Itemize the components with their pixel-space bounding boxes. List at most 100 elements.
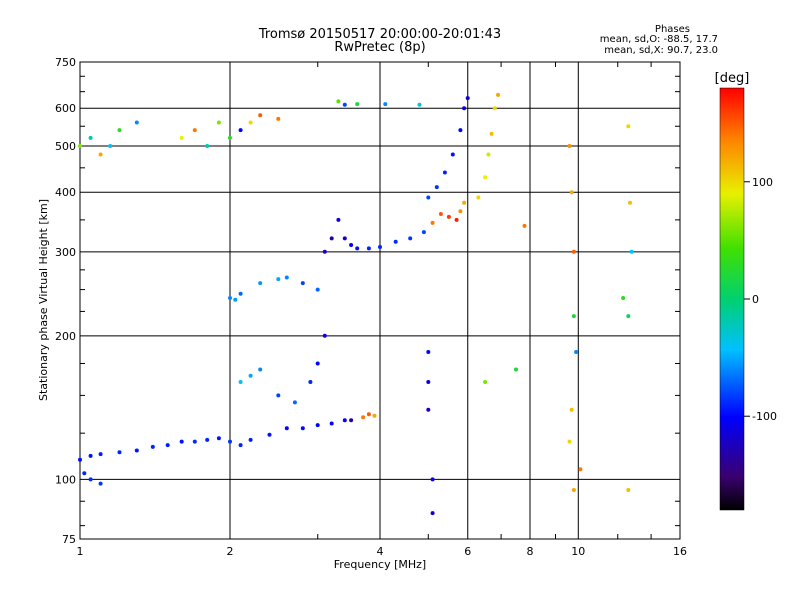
data-point <box>258 281 263 286</box>
data-point <box>248 120 253 125</box>
data-point <box>454 217 459 222</box>
chart-title: Tromsø 20150517 20:00:00-20:01:43 <box>258 27 502 42</box>
phase-stats-title: Phases <box>654 24 690 35</box>
data-point <box>626 314 631 319</box>
data-point <box>78 457 82 462</box>
data-point <box>421 230 426 235</box>
data-point <box>258 367 263 372</box>
data-point <box>629 249 634 254</box>
data-point <box>458 128 463 133</box>
data-point <box>117 128 122 133</box>
y-tick-label: 500 <box>55 140 76 153</box>
x-tick-label: 1 <box>77 545 84 558</box>
data-point <box>446 214 451 219</box>
data-point <box>205 144 210 148</box>
data-point <box>628 200 632 205</box>
data-point <box>150 444 155 449</box>
data-point <box>578 467 583 472</box>
data-point <box>179 439 184 444</box>
data-point <box>300 281 305 286</box>
data-point <box>98 152 103 157</box>
data-point <box>238 443 243 448</box>
data-point <box>228 296 232 300</box>
data-point <box>366 246 371 251</box>
data-point <box>483 175 488 180</box>
data-point <box>567 439 572 444</box>
data-point <box>238 128 243 133</box>
data-point <box>355 102 360 107</box>
data-point <box>315 361 320 366</box>
colorbar-tick-label: 100 <box>752 176 773 189</box>
data-point <box>417 102 422 107</box>
data-point <box>315 423 320 428</box>
data-point <box>228 439 232 444</box>
data-point <box>238 291 243 296</box>
data-point <box>88 453 93 458</box>
data-point <box>383 102 388 107</box>
data-point <box>342 418 347 423</box>
data-point <box>430 477 435 482</box>
y-tick-label: 300 <box>55 246 76 259</box>
data-point <box>276 393 281 398</box>
data-point <box>442 170 447 175</box>
data-point <box>372 413 377 418</box>
data-point <box>82 471 87 476</box>
data-point <box>476 195 481 200</box>
data-point <box>300 426 305 431</box>
data-point <box>571 314 576 319</box>
data-point <box>134 448 139 453</box>
data-point <box>248 437 253 442</box>
data-point <box>276 116 281 121</box>
data-point <box>179 135 184 140</box>
y-tick-label: 400 <box>55 186 76 199</box>
data-point <box>571 488 576 492</box>
data-point <box>78 144 82 148</box>
data-point <box>489 131 494 136</box>
data-point <box>88 477 93 482</box>
data-point <box>98 481 103 486</box>
colorbar-ticks: 100 0 -100 <box>744 176 777 423</box>
data-point <box>378 245 382 249</box>
data-point <box>434 185 439 190</box>
data-points <box>78 92 634 516</box>
data-point <box>426 350 431 354</box>
y-tick-label: 600 <box>55 102 76 115</box>
x-tick-label: 2 <box>227 545 234 558</box>
data-point <box>349 418 354 423</box>
data-point <box>450 152 455 157</box>
data-point <box>492 106 497 111</box>
data-point <box>426 380 431 384</box>
data-point <box>621 296 626 300</box>
data-point <box>292 400 297 405</box>
data-point <box>486 152 491 157</box>
data-point <box>108 144 113 148</box>
data-point <box>567 144 572 148</box>
data-point <box>284 426 289 431</box>
data-point <box>366 412 371 417</box>
colorbar <box>719 87 745 511</box>
data-point <box>258 113 263 118</box>
data-point <box>522 223 527 228</box>
data-point <box>438 212 443 216</box>
data-point <box>483 380 488 384</box>
data-point <box>267 432 272 437</box>
data-point <box>569 190 574 195</box>
data-point <box>393 239 398 244</box>
data-point <box>228 135 232 140</box>
y-axis: 750 600 500 400 300 200 100 75 <box>55 56 680 546</box>
chart-subtitle: RwPretec (8p) <box>334 40 426 55</box>
data-point <box>315 287 320 292</box>
data-point <box>308 380 313 384</box>
data-point <box>496 92 500 97</box>
data-point <box>458 209 463 214</box>
y-tick-label: 200 <box>55 330 76 343</box>
data-point <box>329 236 334 241</box>
y-tick-label: 75 <box>62 533 76 546</box>
x-tick-label: 8 <box>527 545 534 558</box>
x-tick-label: 10 <box>571 545 585 558</box>
data-point <box>626 488 631 492</box>
data-point <box>233 297 238 302</box>
data-point <box>322 249 327 254</box>
data-point <box>165 443 170 448</box>
